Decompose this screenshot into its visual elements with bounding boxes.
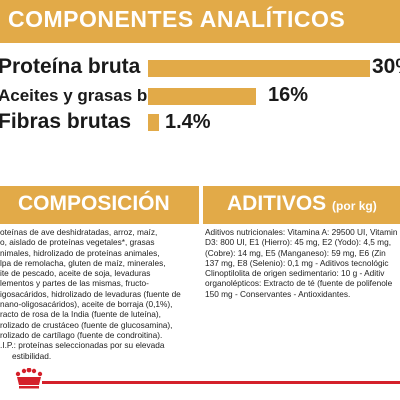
additives-subtitle: (por kg) [332,199,377,213]
composition-line: oteínas de ave deshidratadas, arroz, maí… [0,227,158,237]
composition-line: lementos y partes de las mismas, fructo- [0,278,149,289]
composition-line: nimales, hidrolizado de proteínas animal… [0,247,160,258]
additives-line: organolépticos: Extracto de té (fuente d… [205,278,393,289]
composition-title: COMPOSICIÓN [18,192,170,215]
analytics-value: 30% [372,55,400,78]
analytics-bar [148,114,159,131]
composition-line: ite de pescado, aceite de soja, levadura… [0,268,151,279]
analytics-label: Proteína bruta [0,55,141,78]
additives-title-text: ADITIVOS [227,192,327,215]
additives-line: 150 mg - Conservantes - Antioxidantes. [205,288,351,299]
analytics-value: 1.4% [165,111,211,133]
additives-line: Clinoptilolita de origen sedimentario: 1… [205,268,385,279]
composition-line: lpa de remolacha, gluten de maíz, minera… [0,257,166,268]
additives-header: ADITIVOS (por kg) [203,186,400,224]
analytics-value: 16% [268,84,309,106]
composition-header: COMPOSICIÓN [0,186,199,224]
additives-line: Aditivos nutricionales: Vitamina A: 2950… [205,227,398,237]
brand-divider [42,381,400,384]
additives-line: 137 mg, E8 (Selenio): 0,1 mg - Aditivos … [205,257,389,268]
additives-line: (Cobre): 14 mg, E5 (Manganeso): 59 mg, E… [205,247,386,258]
composition-line: nano-oligosacáridos), aceite de borraja … [0,299,173,310]
analytics-label: Aceites y grasas brutos [0,86,190,105]
composition-line: .I.P.: proteínas seleccionadas por su el… [0,340,165,351]
additives-text: Aditivos nutricionales: Vitamina A: 2950… [205,227,400,307]
composition-line: rolizado de cartílago (fuente de condroi… [0,329,163,340]
analytics-label: Fibras brutas [0,110,132,133]
composition-line: rolizado de crustáceo (fuente de glucosa… [0,319,173,330]
additives-line: D3: 800 UI, E1 (Hierro): 45 mg, E2 (Yodo… [205,237,391,248]
composition-line: racto de rosa de la India (fuente de lut… [0,309,161,320]
composition-line: estibilidad. [12,350,52,361]
composition-line: igosacáridos, hidrolizado de levaduras (… [0,288,181,299]
analytics-bar [148,88,256,105]
composition-text: oteínas de ave deshidratadas, arroz, maí… [0,227,196,375]
composition-line: o, aislado de proteínas vegetales*, gras… [0,237,155,248]
analytics-bar [148,60,370,77]
analytics-title: COMPONENTES ANALÍTICOS [8,6,346,32]
royal-canin-crown-icon [14,367,44,390]
analytics-header: COMPONENTES ANALÍTICOS [0,0,400,43]
additives-title: ADITIVOS (por kg) [227,192,377,216]
